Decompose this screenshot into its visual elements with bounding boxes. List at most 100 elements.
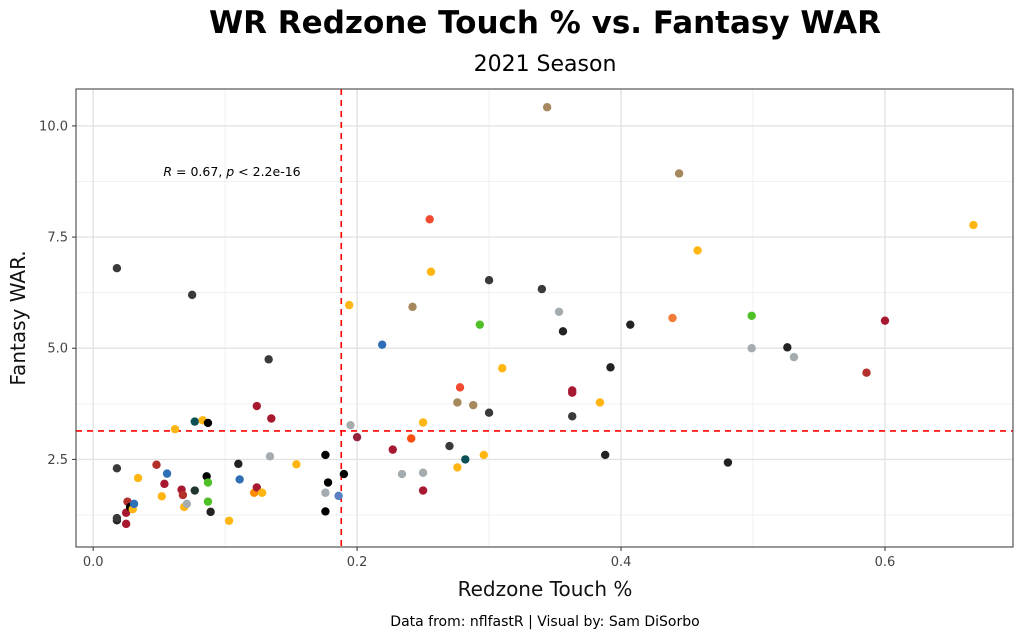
y-tick-label: 2.5	[47, 453, 68, 468]
data-point	[554, 307, 564, 316]
annotation-p-value: < 2.2e-16	[234, 164, 300, 179]
data-point	[235, 475, 244, 484]
data-point	[234, 459, 243, 469]
x-axis-title: Redzone Touch %	[458, 577, 633, 601]
data-point	[224, 516, 234, 525]
data-point	[346, 420, 355, 430]
data-point	[339, 469, 349, 479]
data-point	[880, 316, 890, 325]
data-point	[321, 507, 330, 516]
data-point	[292, 460, 301, 469]
data-point	[162, 469, 172, 478]
data-point	[595, 398, 605, 407]
data-point	[418, 468, 428, 477]
data-point	[112, 464, 122, 473]
data-point	[461, 455, 470, 464]
data-point	[344, 300, 354, 310]
chart-caption: Data from: nflfastR | Visual by: Sam DiS…	[390, 614, 699, 630]
data-point	[484, 276, 494, 285]
data-point	[257, 488, 267, 497]
data-point	[264, 355, 273, 364]
data-point	[152, 460, 161, 469]
data-point	[862, 368, 871, 377]
data-point	[267, 414, 276, 423]
data-point	[129, 499, 139, 509]
data-point	[178, 490, 188, 500]
data-point	[498, 364, 507, 373]
data-point	[453, 463, 462, 472]
data-point	[388, 445, 397, 454]
correlation-annotation: R = 0.67, p < 2.2e-16	[163, 164, 300, 179]
data-point	[323, 478, 333, 487]
data-point	[537, 284, 547, 294]
data-point	[133, 473, 143, 483]
data-point	[455, 383, 465, 392]
data-point	[469, 400, 478, 410]
y-axis-ticks: 2.5 5.0 7.5 10.0	[39, 119, 76, 468]
plot-panel-border	[75, 88, 1014, 548]
data-point	[190, 417, 199, 426]
gridlines	[76, 89, 1013, 547]
data-point	[674, 169, 684, 178]
data-point	[479, 450, 488, 460]
x-axis-ticks: 0.0 0.2 0.4 0.6	[83, 547, 896, 570]
data-point	[377, 340, 387, 349]
data-point	[453, 398, 462, 407]
data-point	[783, 343, 792, 352]
data-point	[203, 418, 213, 428]
data-point	[606, 363, 615, 372]
data-point	[445, 441, 454, 451]
reference-lines	[76, 89, 1013, 547]
chart-subtitle: 2021 Season	[474, 52, 617, 77]
data-point	[601, 450, 610, 460]
x-tick-label: 0.6	[875, 555, 896, 570]
data-point	[407, 434, 416, 443]
y-tick-label: 5.0	[47, 342, 68, 357]
x-tick-label: 0.4	[611, 555, 632, 570]
chart-title: WR Redzone Touch % vs. Fantasy WAR	[209, 5, 881, 41]
data-point	[203, 478, 213, 487]
annotation-r-label: R	[163, 164, 172, 179]
data-point	[747, 344, 756, 353]
data-point	[789, 352, 799, 362]
data-point	[568, 412, 577, 421]
annotation-p-label: p	[225, 164, 234, 179]
data-points	[112, 103, 978, 529]
data-point	[252, 483, 262, 492]
data-point	[558, 327, 568, 336]
data-point	[425, 215, 434, 224]
data-point	[397, 469, 407, 479]
x-tick-label: 0.0	[83, 555, 104, 570]
data-point	[408, 302, 417, 312]
data-point	[723, 458, 733, 467]
data-point	[203, 497, 213, 506]
data-point	[321, 488, 330, 497]
data-point	[321, 450, 330, 460]
data-point	[157, 492, 166, 501]
data-point	[265, 452, 275, 461]
x-tick-label: 0.2	[347, 555, 368, 570]
data-point	[426, 267, 436, 276]
data-point	[626, 320, 635, 329]
data-point	[693, 246, 702, 255]
data-point	[418, 486, 428, 495]
data-point	[568, 388, 577, 397]
data-point	[747, 311, 756, 320]
data-point	[121, 519, 131, 529]
data-point	[484, 408, 494, 417]
data-point	[112, 513, 122, 523]
data-point	[252, 401, 262, 411]
data-point	[170, 424, 180, 434]
data-point	[190, 486, 199, 495]
data-point	[112, 263, 122, 273]
data-point	[187, 290, 197, 300]
data-point	[668, 313, 677, 323]
annotation-r-value: = 0.67,	[172, 164, 226, 179]
data-point	[418, 418, 428, 427]
data-point	[160, 479, 169, 489]
data-point	[182, 499, 192, 509]
data-point	[334, 491, 343, 501]
data-point	[475, 320, 485, 329]
data-point	[542, 103, 552, 112]
